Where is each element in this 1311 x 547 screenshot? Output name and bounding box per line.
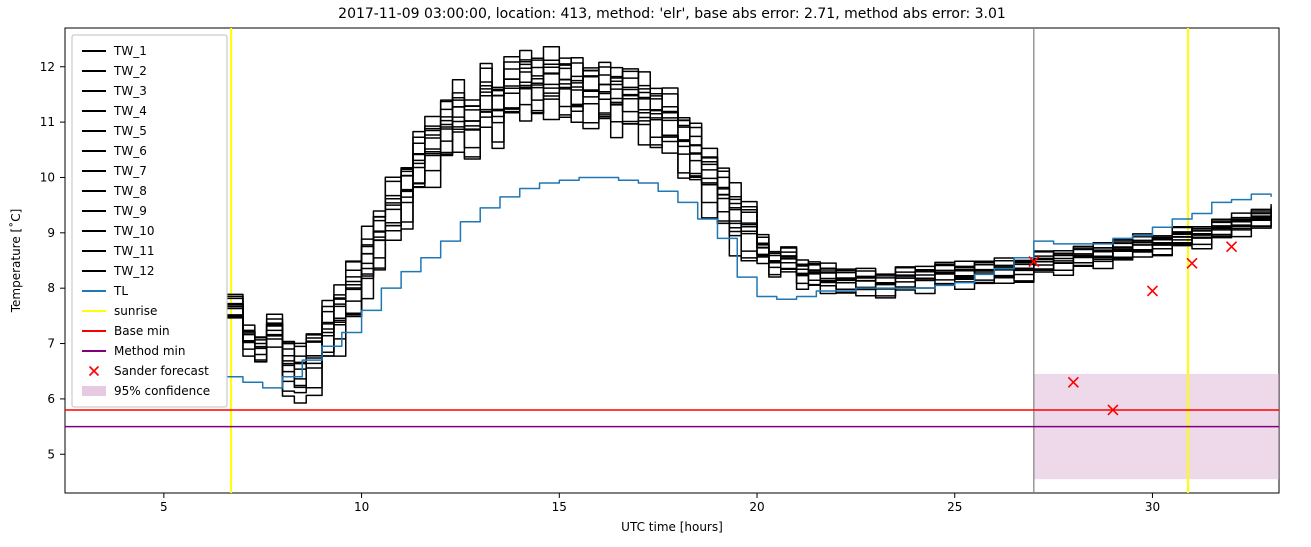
ytick-label: 5 <box>47 447 55 461</box>
ytick-label: 9 <box>47 226 55 240</box>
xtick-label: 25 <box>947 500 962 514</box>
legend-label: TW_9 <box>113 204 147 218</box>
legend-label: TW_5 <box>113 124 147 138</box>
xtick-label: 5 <box>160 500 168 514</box>
legend-label: TW_12 <box>113 264 154 278</box>
legend-label: TW_1 <box>113 44 147 58</box>
legend-label: TW_7 <box>113 164 147 178</box>
x-axis-label: UTC time [hours] <box>621 520 723 534</box>
ytick-label: 8 <box>47 281 55 295</box>
legend: TW_1 TW_2 TW_3 TW_4 TW_5 TW_6 TW_7 TW_8 TW_9 TW_1… <box>72 35 227 407</box>
ytick-label: 7 <box>47 337 55 351</box>
xtick-label: 20 <box>749 500 764 514</box>
xtick-label: 15 <box>552 500 567 514</box>
xtick-label: 30 <box>1145 500 1160 514</box>
legend-label: TW_3 <box>113 84 147 98</box>
ytick-label: 12 <box>40 60 55 74</box>
chart-title: 2017-11-09 03:00:00, location: 413, meth… <box>338 6 1006 22</box>
legend-label: 95% confidence <box>114 384 210 398</box>
legend-swatch <box>82 386 106 396</box>
legend-label: Method min <box>114 344 185 358</box>
legend-label: sunrise <box>114 304 157 318</box>
legend-label: TW_4 <box>113 104 147 118</box>
ytick-label: 6 <box>47 392 55 406</box>
chart-svg: 5 10 15 20 25 30 5 6 7 8 9 10 11 12 UTC time [hours] Te… <box>0 0 1311 547</box>
chart-container: 5 10 15 20 25 30 5 6 7 8 9 10 11 12 UTC time [hours] Te… <box>0 0 1311 547</box>
legend-label: TW_2 <box>113 64 147 78</box>
legend-label: TW_11 <box>113 244 154 258</box>
legend-label: TW_10 <box>113 224 154 238</box>
legend-label: Sander forecast <box>114 364 209 378</box>
xtick-label: 10 <box>354 500 369 514</box>
ytick-label: 11 <box>40 115 55 129</box>
legend-label: TW_6 <box>113 144 147 158</box>
ytick-label: 10 <box>40 170 55 184</box>
legend-label: Base min <box>114 324 170 338</box>
legend-label: TW_8 <box>113 184 147 198</box>
y-axis-label: Temperature [˚C] <box>8 209 23 314</box>
legend-label: TL <box>113 284 128 298</box>
